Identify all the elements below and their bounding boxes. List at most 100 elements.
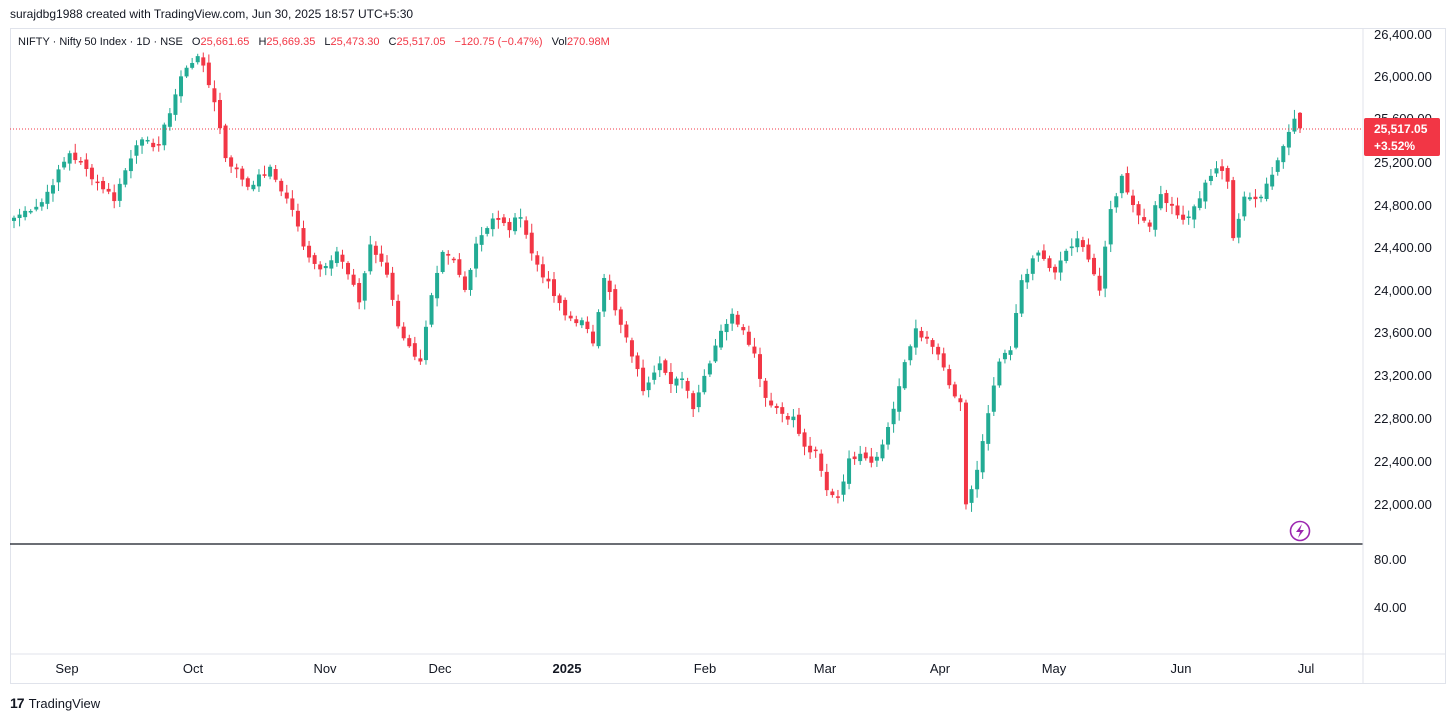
candle-body: [435, 272, 440, 299]
candle-body: [925, 336, 930, 339]
candle-body: [479, 235, 484, 245]
candle-body: [1092, 257, 1097, 275]
candle-body: [908, 346, 913, 361]
candle-body: [886, 427, 891, 445]
candle-body: [379, 253, 384, 262]
candle-body: [713, 345, 718, 362]
candle-body: [663, 360, 668, 373]
candle-body: [140, 139, 145, 146]
symbol-legend[interactable]: NIFTY · Nifty 50 Index · 1D · NSE O25,66…: [18, 36, 610, 48]
candle-body: [735, 314, 740, 325]
candle-body: [1270, 174, 1275, 187]
price-tick: 22,800.00: [1374, 411, 1432, 426]
candle-body: [474, 243, 479, 269]
candle-body: [897, 386, 902, 412]
candle-body: [312, 255, 317, 264]
candle-body: [1169, 203, 1174, 206]
candle-body: [1008, 350, 1013, 355]
candle-body: [1192, 206, 1197, 220]
candle-body: [1097, 275, 1102, 291]
candle-body: [707, 363, 712, 375]
time-label: Jun: [1171, 661, 1192, 676]
candle-body: [396, 300, 401, 327]
candle-body: [84, 159, 89, 170]
candle-body: [1130, 195, 1135, 206]
candle-body: [295, 210, 300, 227]
candle-body: [184, 67, 189, 77]
price-tick: 26,400.00: [1374, 27, 1432, 42]
candle-body: [1108, 209, 1113, 245]
candle-body: [902, 362, 907, 389]
candle-body: [1041, 250, 1046, 259]
open-value: 25,661.65: [200, 36, 250, 48]
candle-body: [273, 169, 278, 180]
candle-body: [852, 456, 857, 460]
candle-body: [195, 56, 200, 63]
candle-body: [323, 266, 328, 269]
price-tick: 22,400.00: [1374, 454, 1432, 469]
flash-icon[interactable]: [1289, 520, 1311, 542]
candle-body: [540, 264, 545, 278]
candle-body: [462, 276, 467, 290]
candle-body: [618, 309, 623, 325]
candle-body: [769, 400, 774, 406]
candle-body: [1253, 196, 1258, 200]
lower-pane-tick: 40.00: [1374, 600, 1407, 615]
candle-body: [696, 392, 701, 408]
candle-body: [279, 180, 284, 192]
lower-pane-axis[interactable]: 80.00 40.00: [1374, 552, 1407, 615]
price-tick: 23,600.00: [1374, 325, 1432, 340]
candle-body: [1058, 260, 1063, 273]
candle-body: [552, 279, 557, 297]
candle-body: [997, 361, 1002, 386]
candle-body: [1164, 193, 1169, 204]
candle-body: [507, 221, 512, 231]
candle-body: [307, 245, 312, 258]
candle-body: [418, 358, 423, 362]
time-axis[interactable]: Sep Oct Nov Dec 2025 Feb Mar Apr May Jun…: [55, 661, 1314, 676]
candle-body: [824, 471, 829, 491]
candle-body: [401, 326, 406, 339]
change-value: −120.75 (−0.47%): [454, 36, 543, 48]
candle-body: [863, 452, 868, 459]
candle-body: [384, 262, 389, 275]
candle-body: [975, 469, 980, 490]
tradingview-footer[interactable]: 17 TradingView: [10, 694, 100, 712]
candle-body: [657, 363, 662, 371]
candle-body: [1259, 196, 1264, 199]
candle-body: [1119, 175, 1124, 194]
candle-body: [28, 210, 33, 213]
candle-body: [869, 456, 874, 463]
candle-body: [1047, 258, 1052, 269]
candle-body: [563, 299, 568, 316]
candle-body: [1069, 246, 1074, 249]
candle-body: [212, 88, 217, 103]
candle-body: [1075, 238, 1080, 248]
price-tick: 25,200.00: [1374, 155, 1432, 170]
candle-body: [245, 178, 250, 187]
symbol-name[interactable]: NIFTY · Nifty 50 Index · 1D · NSE: [18, 36, 183, 48]
tradingview-brand: TradingView: [28, 695, 101, 711]
time-label: Dec: [428, 661, 452, 676]
price-tick: 23,200.00: [1374, 368, 1432, 383]
candle-body: [802, 432, 807, 447]
candle-body: [1298, 112, 1302, 129]
time-label: Jul: [1298, 661, 1315, 676]
price-axis[interactable]: 26,400.00 26,000.00 25,600.00 25,200.00 …: [1374, 27, 1432, 512]
candle-body: [791, 416, 796, 421]
candle-body: [524, 220, 529, 235]
candle-body: [590, 331, 595, 344]
candle-body: [1286, 131, 1291, 148]
candle-body: [251, 184, 256, 190]
candle-body: [1064, 250, 1069, 261]
candle-body: [1125, 173, 1130, 193]
candle-body: [941, 353, 946, 368]
candle-body: [451, 258, 456, 261]
candle-body: [741, 327, 746, 331]
candle-body: [167, 113, 172, 127]
candle-body: [1002, 352, 1007, 360]
candle-body: [674, 378, 679, 386]
candle-body: [334, 251, 339, 264]
candle-body: [1175, 205, 1180, 216]
